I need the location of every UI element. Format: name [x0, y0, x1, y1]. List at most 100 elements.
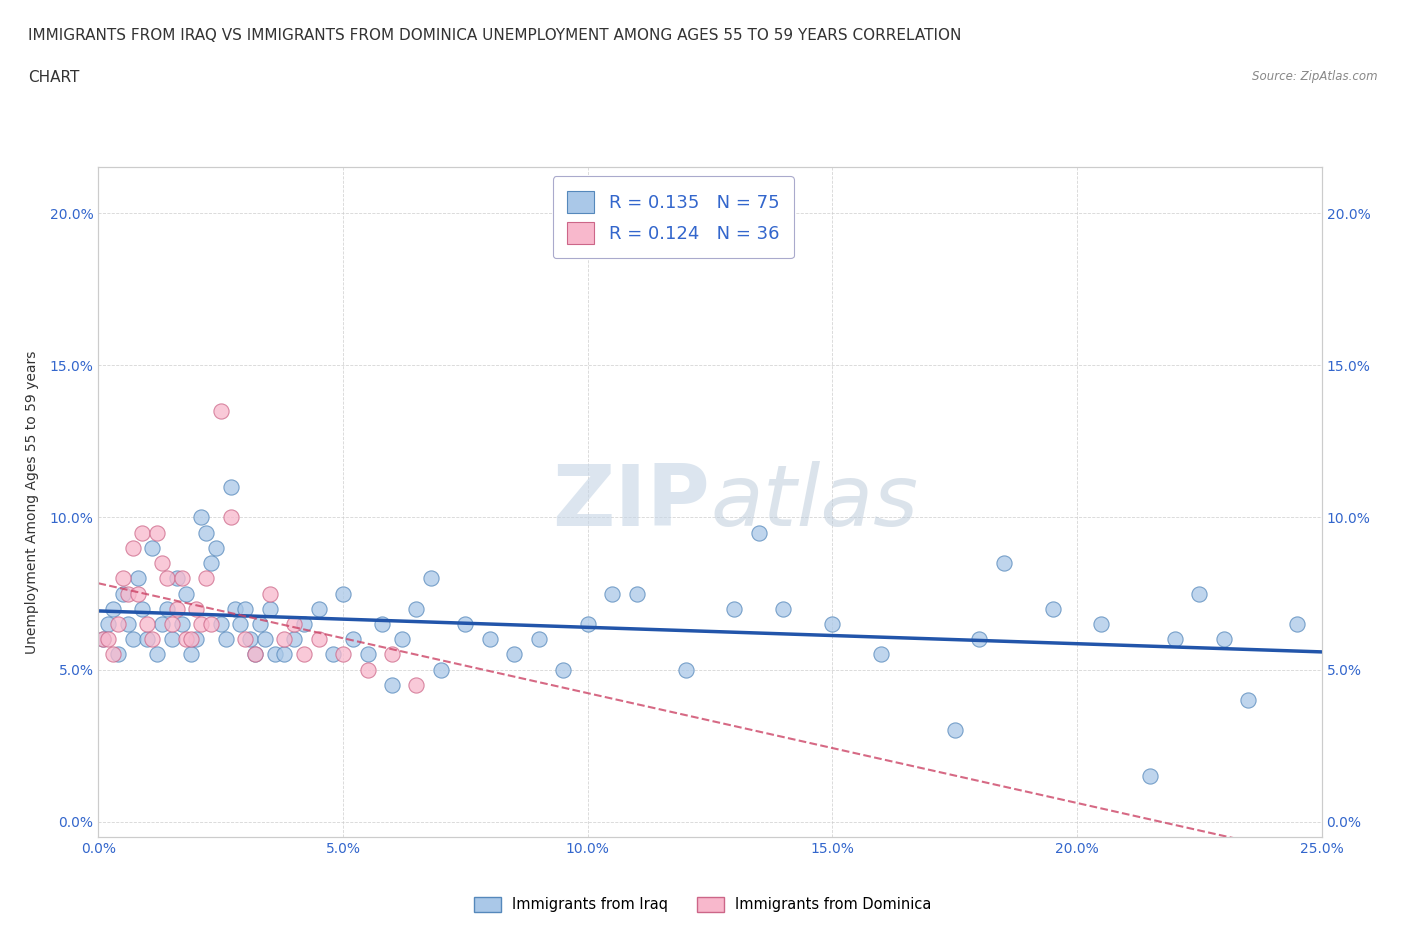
Point	[675, 662, 697, 677]
Point	[209, 404, 232, 418]
Point	[131, 525, 153, 540]
Point	[292, 617, 315, 631]
Point	[131, 602, 153, 617]
Point	[186, 602, 208, 617]
Point	[263, 647, 285, 662]
Point	[527, 631, 550, 646]
Point	[371, 617, 394, 631]
Point	[391, 631, 413, 646]
Point	[967, 631, 990, 646]
Point	[195, 525, 218, 540]
Point	[224, 602, 246, 617]
Text: CHART: CHART	[28, 70, 80, 85]
Point	[150, 617, 173, 631]
Point	[332, 647, 354, 662]
Point	[121, 631, 143, 646]
Point	[273, 631, 295, 646]
Point	[283, 631, 305, 646]
Point	[576, 617, 599, 631]
Point	[170, 571, 193, 586]
Point	[160, 617, 183, 631]
Point	[723, 602, 745, 617]
Point	[121, 540, 143, 555]
Point	[97, 617, 120, 631]
Point	[176, 586, 198, 601]
Point	[214, 631, 236, 646]
Point	[239, 631, 262, 646]
Point	[156, 602, 179, 617]
Point	[420, 571, 443, 586]
Point	[150, 555, 173, 570]
Point	[259, 586, 281, 601]
Point	[454, 617, 477, 631]
Point	[821, 617, 844, 631]
Point	[97, 631, 120, 646]
Point	[381, 677, 404, 692]
Point	[156, 571, 179, 586]
Point	[772, 602, 794, 617]
Point	[600, 586, 623, 601]
Text: ZIP: ZIP	[553, 460, 710, 544]
Point	[243, 647, 266, 662]
Point	[101, 647, 124, 662]
Point	[200, 555, 222, 570]
Point	[273, 647, 295, 662]
Text: Source: ZipAtlas.com: Source: ZipAtlas.com	[1253, 70, 1378, 83]
Point	[381, 647, 404, 662]
Point	[190, 617, 212, 631]
Point	[107, 617, 129, 631]
Point	[91, 631, 114, 646]
Point	[1237, 693, 1260, 708]
Point	[91, 631, 114, 646]
Point	[233, 602, 256, 617]
Point	[117, 617, 139, 631]
Point	[170, 617, 193, 631]
Point	[308, 631, 330, 646]
Legend: Immigrants from Iraq, Immigrants from Dominica: Immigrants from Iraq, Immigrants from Do…	[468, 891, 938, 918]
Point	[308, 602, 330, 617]
Point	[993, 555, 1015, 570]
Point	[1212, 631, 1234, 646]
Point	[166, 602, 188, 617]
Point	[943, 723, 966, 737]
Point	[1042, 602, 1064, 617]
Point	[322, 647, 344, 662]
Point	[166, 571, 188, 586]
Point	[186, 631, 208, 646]
Point	[107, 647, 129, 662]
Point	[292, 647, 315, 662]
Point	[136, 631, 159, 646]
Point	[342, 631, 364, 646]
Point	[127, 571, 149, 586]
Point	[160, 631, 183, 646]
Point	[176, 631, 198, 646]
Point	[141, 631, 163, 646]
Text: IMMIGRANTS FROM IRAQ VS IMMIGRANTS FROM DOMINICA UNEMPLOYMENT AMONG AGES 55 TO 5: IMMIGRANTS FROM IRAQ VS IMMIGRANTS FROM …	[28, 28, 962, 43]
Point	[101, 602, 124, 617]
Point	[111, 571, 134, 586]
Point	[503, 647, 526, 662]
Point	[233, 631, 256, 646]
Point	[195, 571, 218, 586]
Point	[127, 586, 149, 601]
Point	[1139, 769, 1161, 784]
Point	[209, 617, 232, 631]
Point	[146, 525, 169, 540]
Point	[136, 617, 159, 631]
Y-axis label: Unemployment Among Ages 55 to 59 years: Unemployment Among Ages 55 to 59 years	[24, 351, 38, 654]
Point	[243, 647, 266, 662]
Point	[180, 631, 202, 646]
Point	[141, 540, 163, 555]
Text: atlas: atlas	[710, 460, 918, 544]
Point	[219, 510, 242, 525]
Point	[1164, 631, 1187, 646]
Point	[553, 662, 575, 677]
Point	[200, 617, 222, 631]
Point	[356, 647, 378, 662]
Point	[249, 617, 271, 631]
Point	[283, 617, 305, 631]
Point	[626, 586, 648, 601]
Point	[870, 647, 893, 662]
Point	[1188, 586, 1211, 601]
Point	[405, 602, 427, 617]
